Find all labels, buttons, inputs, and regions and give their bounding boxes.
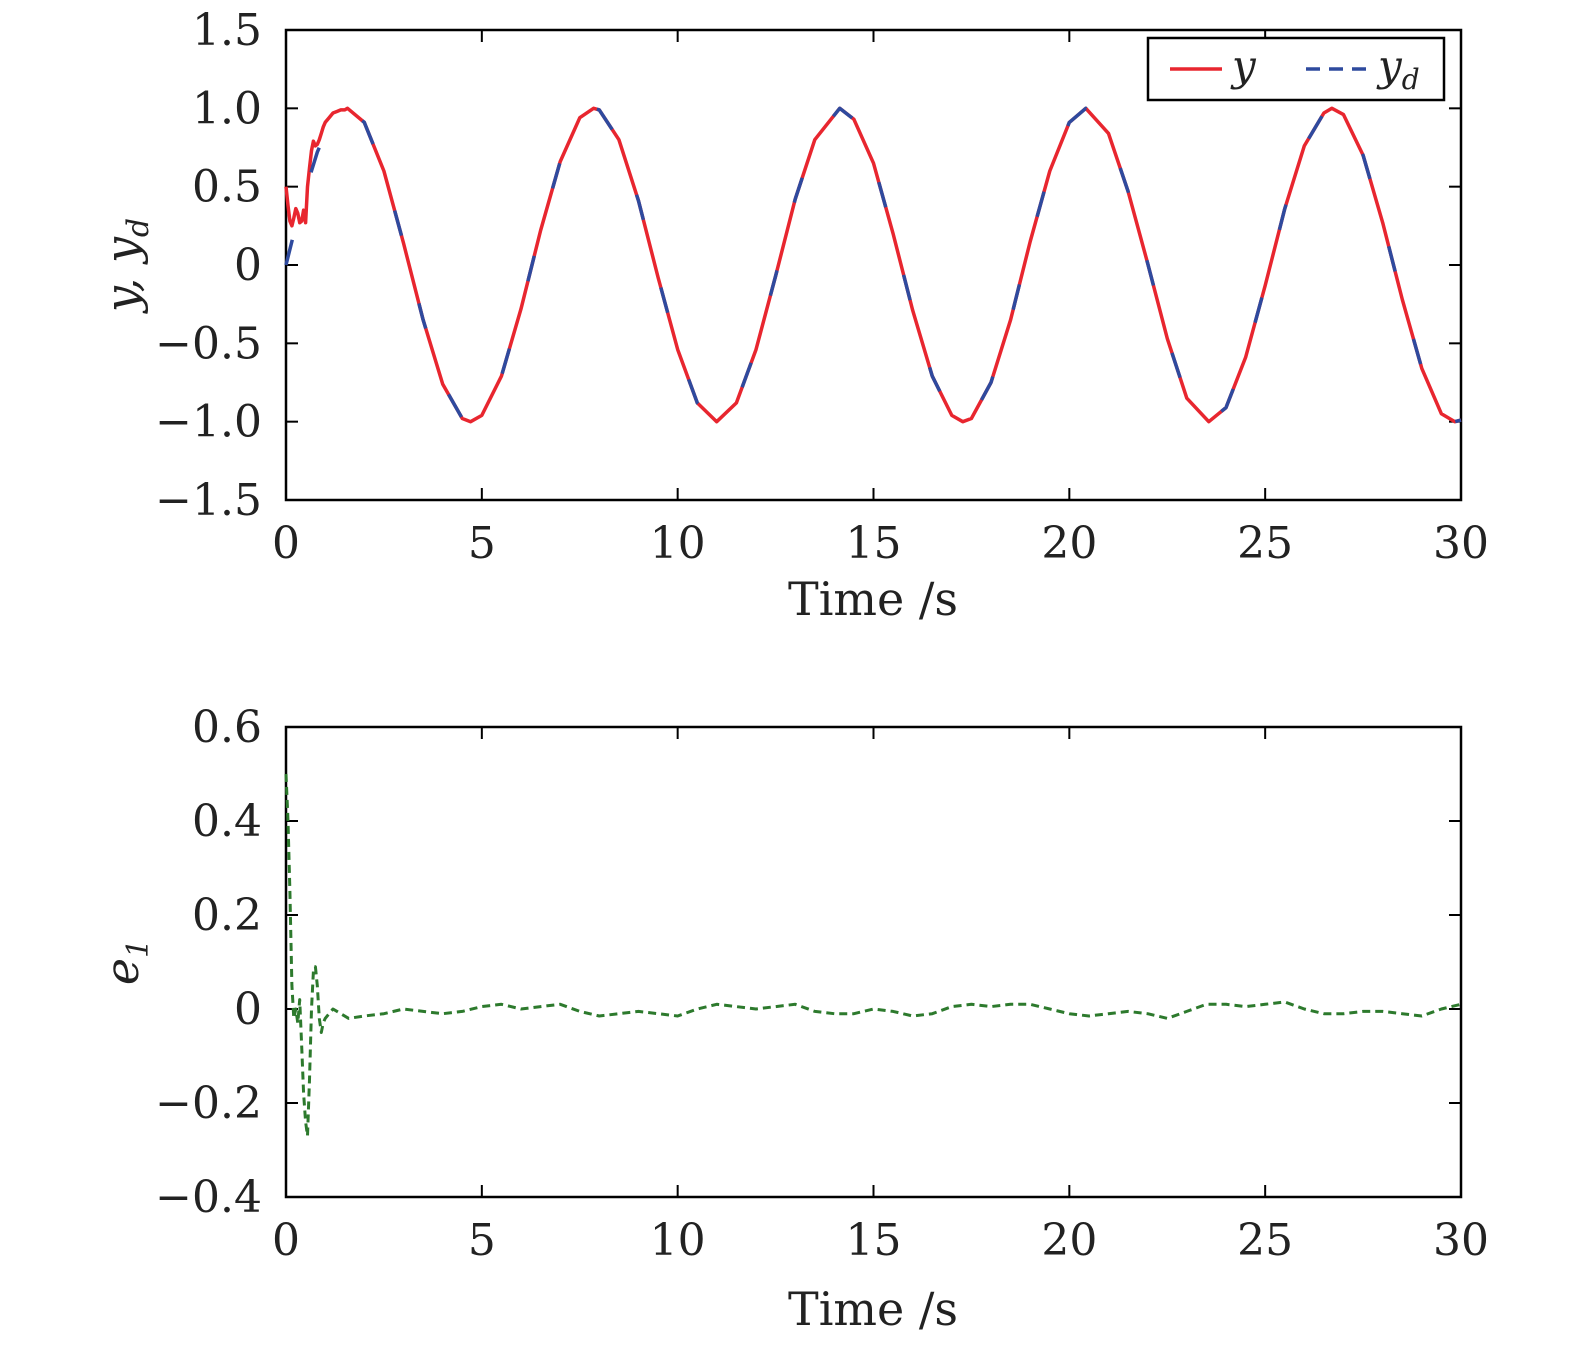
legend-label-y: y: [1230, 41, 1257, 90]
y-axis-title-main: y, y: [95, 236, 149, 314]
y-tick-label: 0: [234, 984, 262, 1035]
x-tick-labels: 0 5 10 15 20 25 30: [272, 518, 1489, 569]
x-tick-label: 25: [1237, 518, 1293, 569]
y-tick-label: −0.5: [155, 318, 262, 369]
legend-label-yd-main: y: [1376, 41, 1403, 90]
y-tick-label: 1.5: [192, 5, 262, 56]
error-chart: 0 5 10 15 20 25 30 0.60.40.20−0.2−0.4 Time /s …: [95, 702, 1489, 1336]
y-tick-label: −0.2: [155, 1078, 262, 1129]
y-tick-label: 0.5: [192, 162, 262, 213]
series-line-e1: [284, 773, 1462, 1138]
y-tick-label: 0.2: [192, 890, 262, 941]
x-tick-labels: 0 5 10 15 20 25 30: [272, 1215, 1489, 1266]
y-tick-labels: 0.6 0.4 0.2 0 −0.2 −0.4: [155, 702, 262, 1223]
x-tick-label: 10: [650, 1215, 706, 1266]
x-tick-label: 20: [1041, 1215, 1097, 1266]
y-tick-label: 1.0: [192, 83, 262, 134]
x-tick-label: 30: [1433, 518, 1489, 569]
x-tick-label: 25: [1237, 1215, 1293, 1266]
x-tick-label: 10: [650, 518, 706, 569]
x-tick-label: 15: [846, 518, 902, 569]
y-axis-title: e1: [95, 939, 156, 985]
tracking-chart: 0 5 10 15 20 25 30 1.5 1.0 0.5 0 −0.5 −1.0 −1.5 Time…: [95, 5, 1489, 626]
x-tick-label: 30: [1433, 1215, 1489, 1266]
y-axis-title: y, yd: [95, 218, 156, 314]
y-tick-label: 0.4: [192, 796, 262, 847]
series-line-yd: [284, 106, 1462, 424]
x-tick-label: 5: [468, 518, 496, 569]
series-line-y: [284, 106, 1462, 424]
x-tick-label: 5: [468, 1215, 496, 1266]
legend-label-yd-subscript: d: [1402, 63, 1420, 96]
x-axis-title: Time /s: [788, 1282, 958, 1336]
y-tick-label: −0.4: [155, 1172, 262, 1223]
x-tick-label: 15: [846, 1215, 902, 1266]
x-axis-title: Time /s: [788, 572, 958, 626]
plot-area-frame: [284, 725, 1463, 1199]
tick-marks: [285, 29, 1462, 501]
y-axis-title-subscript: d: [121, 218, 156, 237]
y-tick-labels: 1.5 1.0 0.5 0 −0.5 −1.0 −1.5: [155, 5, 262, 526]
series-group: [284, 773, 1462, 1138]
y-tick-label: 0: [234, 240, 262, 291]
series-group: [284, 106, 1462, 424]
y-axis-title-main: e: [95, 958, 149, 985]
x-tick-label: 0: [272, 1215, 300, 1266]
legend: y yd: [1146, 36, 1446, 102]
y-tick-label: −1.0: [155, 397, 262, 448]
y-tick-label: −1.5: [155, 475, 262, 526]
x-tick-label: 0: [272, 518, 300, 569]
y-tick-label: 0.6: [192, 702, 262, 753]
legend-label-yd: yd: [1376, 41, 1420, 96]
x-tick-label: 20: [1041, 518, 1097, 569]
tick-marks: [285, 726, 1462, 1198]
y-axis-title-subscript: 1: [121, 939, 156, 958]
